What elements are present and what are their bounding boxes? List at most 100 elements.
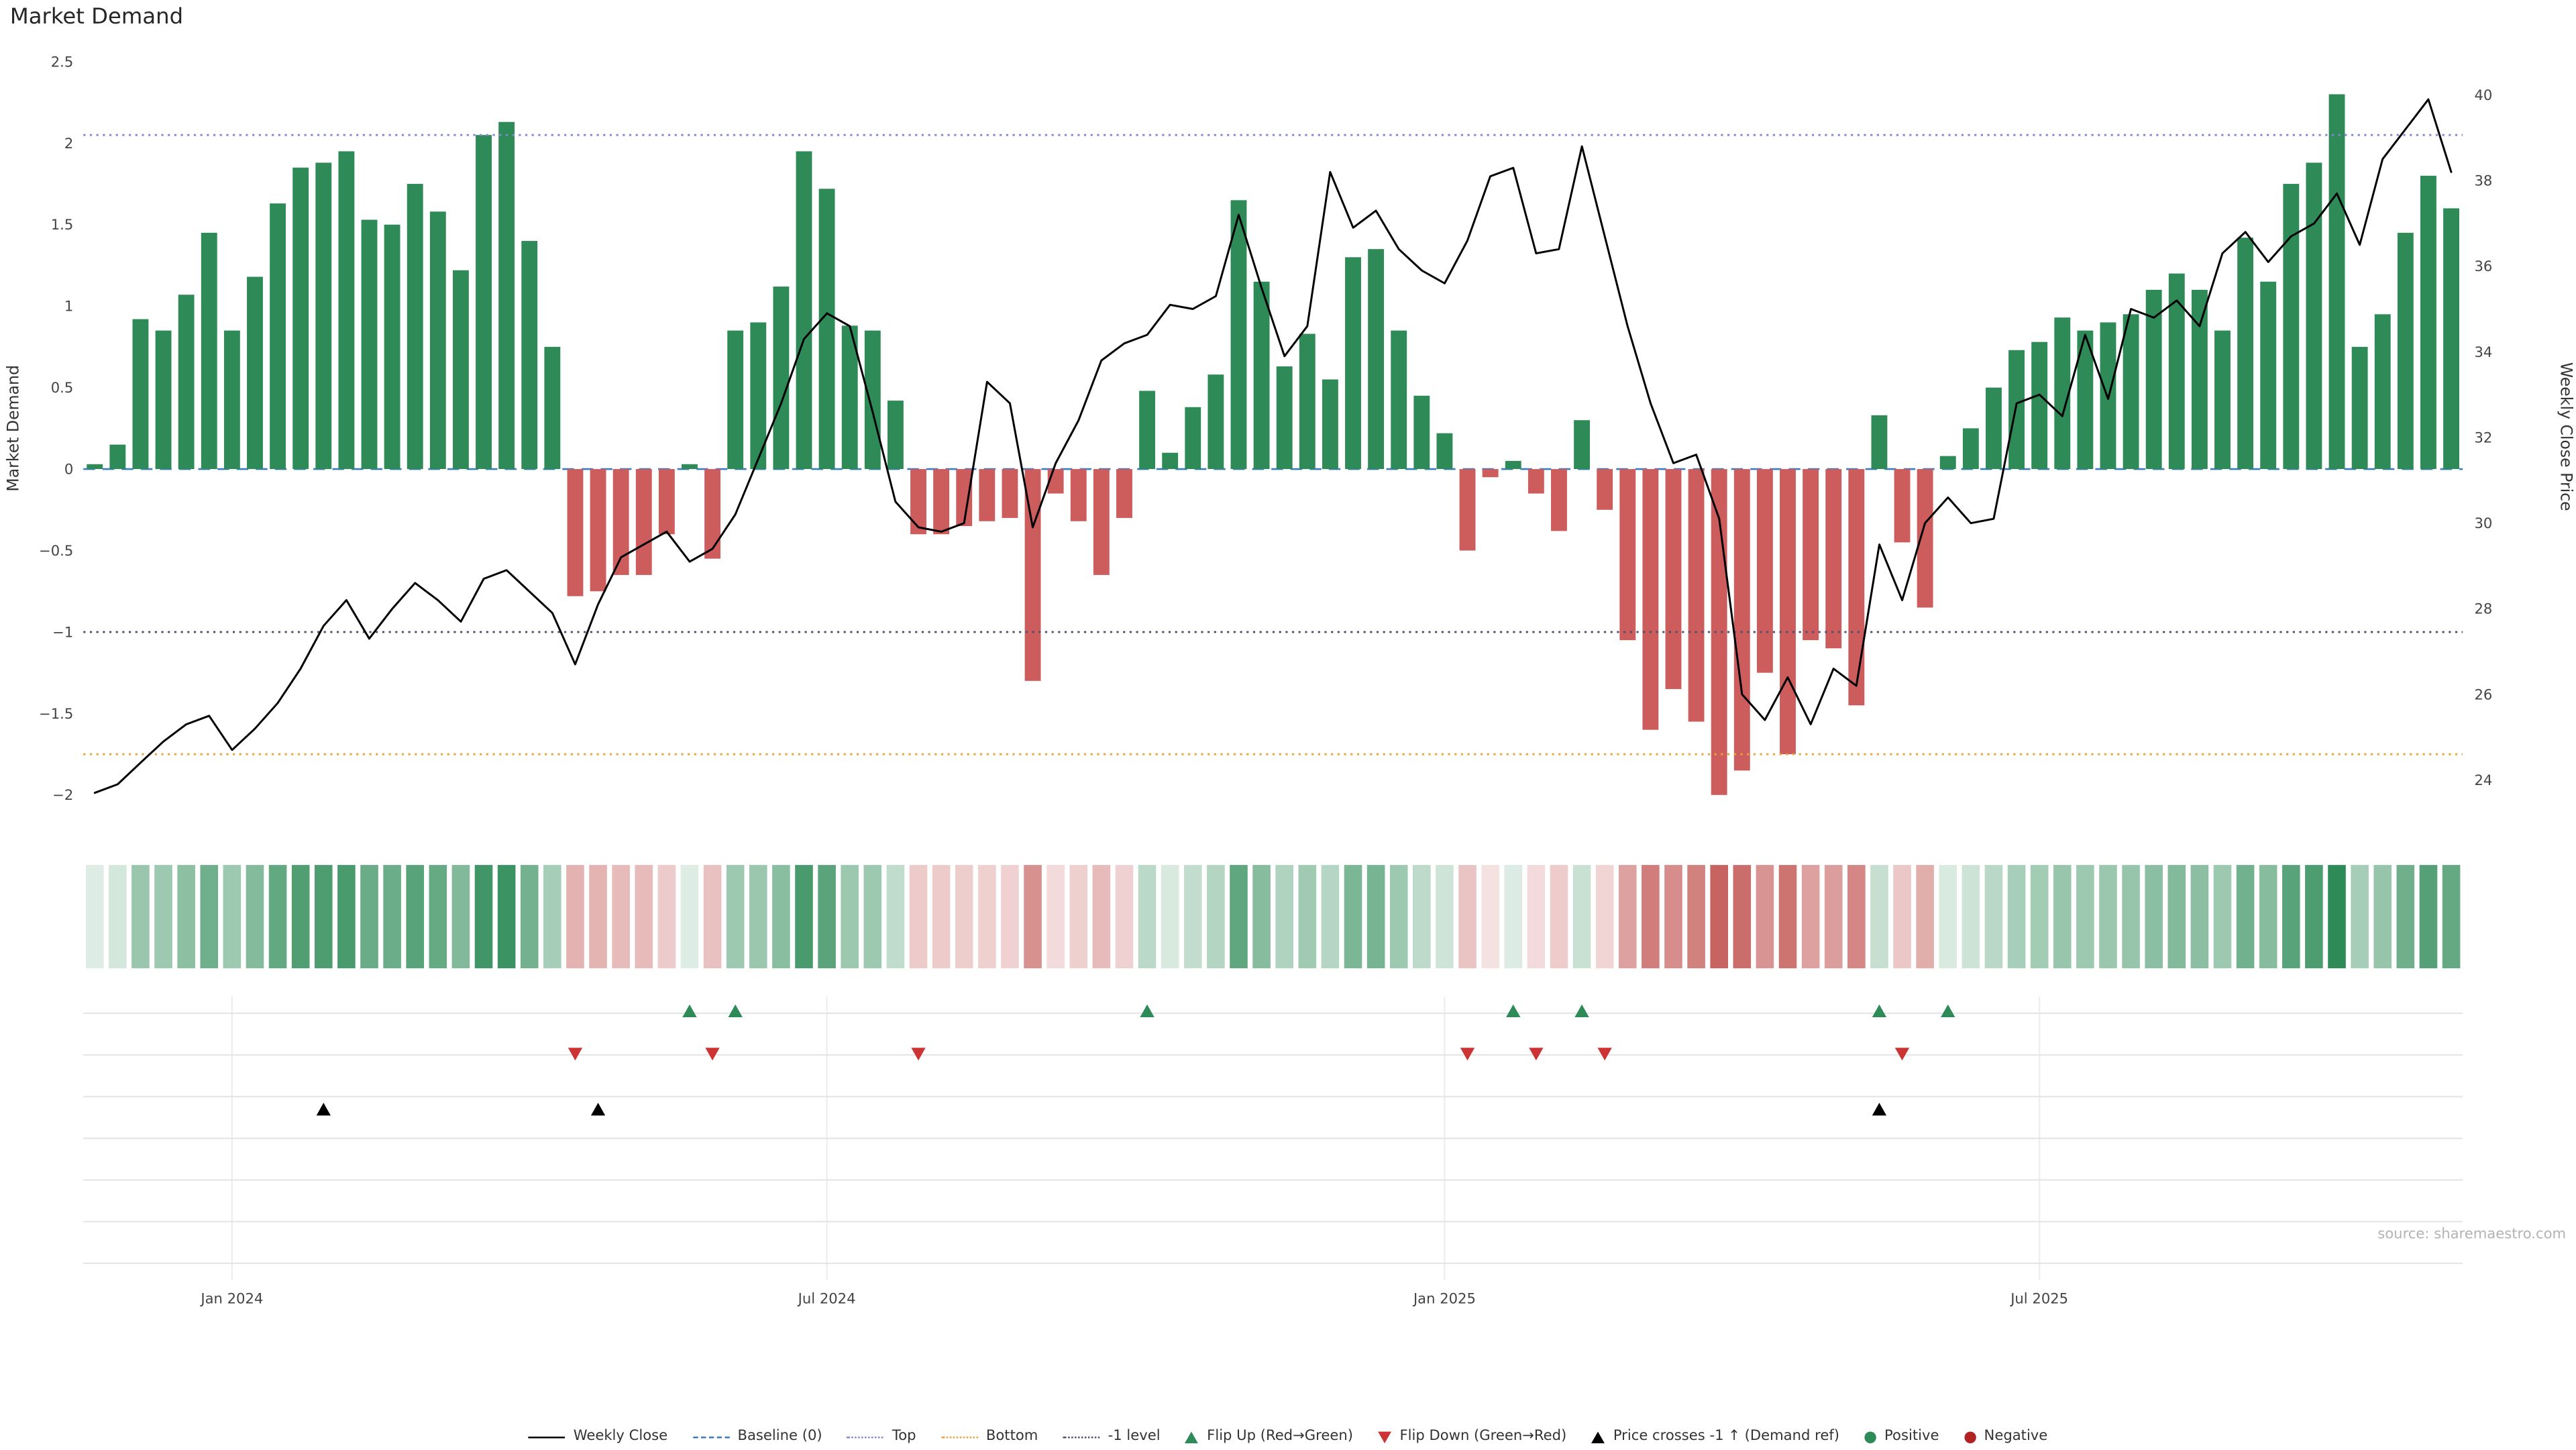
- left-axis-tick: 0: [64, 461, 73, 478]
- legend-item: Bottom: [941, 1429, 1038, 1445]
- heatmap-cell: [1183, 865, 1202, 969]
- legend-dotted-icon: [847, 1435, 884, 1438]
- demand-bars: [87, 94, 2459, 795]
- price-cross-marker: [590, 1102, 606, 1116]
- heatmap-cell: [337, 865, 356, 969]
- demand-bar-negative: [567, 469, 584, 597]
- demand-bar-negative: [1024, 469, 1041, 681]
- heatmap-cell: [360, 865, 378, 969]
- legend-dot-icon: [1864, 1431, 1876, 1443]
- demand-bar-positive: [2054, 317, 2071, 470]
- heatmap-cell: [703, 865, 722, 969]
- heatmap-cell: [1984, 865, 2003, 969]
- heatmap-cell: [1618, 865, 1637, 969]
- flip-down-marker: [568, 1047, 583, 1061]
- legend-dotted-icon: [941, 1435, 978, 1438]
- demand-bar-positive: [864, 330, 881, 470]
- heatmap-cell: [1389, 865, 1408, 969]
- heatmap-cell: [2373, 865, 2392, 969]
- price-cross-marker: [1872, 1102, 1887, 1116]
- heatmap-cell: [1527, 865, 1546, 969]
- demand-bar-positive: [796, 151, 812, 470]
- demand-bar-positive: [384, 224, 400, 470]
- heatmap-cell: [2122, 865, 2140, 969]
- legend-label: Baseline (0): [737, 1428, 822, 1445]
- heatmap-cell: [223, 865, 241, 969]
- demand-bar-positive: [2123, 314, 2139, 470]
- demand-bar-negative: [1070, 469, 1087, 521]
- demand-bar-positive: [887, 401, 904, 470]
- demand-bar-negative: [1733, 469, 1750, 771]
- demand-bar-negative: [635, 469, 652, 575]
- demand-bar-positive: [1436, 433, 1453, 470]
- heatmap-cell: [131, 865, 150, 969]
- flip-down-marker: [1894, 1047, 1910, 1061]
- flip-up-marker: [728, 1004, 743, 1018]
- heatmap-cell: [2328, 865, 2346, 969]
- demand-bar-positive: [2283, 184, 2300, 470]
- legend-item: Negative: [1964, 1429, 2047, 1445]
- heatmap-cell: [1024, 865, 1042, 969]
- legend-item: Flip Up (Red→Green): [1185, 1429, 1353, 1445]
- right-axis-tick: 40: [2474, 87, 2492, 103]
- legend-dotted-icon: [1063, 1435, 1100, 1438]
- demand-bar-positive: [727, 330, 744, 470]
- flip-up-marker: [1140, 1004, 1155, 1018]
- legend-item: Positive: [1864, 1429, 1939, 1445]
- legend-tri-up-icon: [1185, 1431, 1199, 1443]
- demand-bar-negative: [1459, 469, 1476, 551]
- heatmap-cell: [2419, 865, 2438, 969]
- heatmap-cell: [863, 865, 882, 969]
- heatmap-cell: [429, 865, 447, 969]
- heatmap-cell: [1595, 865, 1614, 969]
- flip-up-marker: [1574, 1004, 1589, 1018]
- heatmap-cell: [1572, 865, 1591, 969]
- left-axis-tick: 0.5: [51, 379, 74, 396]
- demand-bar-negative: [910, 469, 926, 535]
- legend-label: Weekly Close: [573, 1428, 668, 1445]
- legend-tri-down-icon: [1378, 1431, 1392, 1443]
- demand-bar-positive: [818, 189, 835, 470]
- heatmap-cell: [1092, 865, 1111, 969]
- heatmap-cell: [1733, 865, 1752, 969]
- demand-bar-positive: [2214, 330, 2231, 470]
- demand-bar-positive: [1230, 200, 1247, 470]
- demand-bar-positive: [2145, 289, 2162, 470]
- heatmap-cell: [451, 865, 470, 969]
- heatmap-cell: [1778, 865, 1797, 969]
- demand-bar-positive: [1208, 374, 1224, 470]
- event-markers: [316, 1004, 1955, 1116]
- left-axis-tick: −1.5: [39, 705, 73, 722]
- x-axis-tick: Jul 2025: [2009, 1290, 2068, 1306]
- right-axis-title: Weekly Close Price: [2557, 362, 2576, 511]
- demand-bar-positive: [1276, 366, 1293, 470]
- demand-bar-positive: [87, 464, 103, 470]
- heatmap-cell: [1275, 865, 1293, 969]
- legend-label: Top: [892, 1428, 916, 1445]
- demand-bar-positive: [1322, 379, 1338, 470]
- legend-label: -1 level: [1108, 1428, 1161, 1445]
- demand-bar-positive: [361, 219, 378, 470]
- demand-bar-negative: [1093, 469, 1110, 575]
- demand-bar-positive: [2077, 330, 2094, 470]
- legend-item: Baseline (0): [692, 1429, 822, 1445]
- heatmap-cell: [886, 865, 905, 969]
- demand-bar-positive: [1939, 456, 1956, 470]
- demand-bar-positive: [841, 325, 858, 470]
- flip-up-marker: [1872, 1004, 1887, 1018]
- demand-bar-negative: [956, 469, 973, 527]
- demand-bar-positive: [223, 330, 240, 470]
- heatmap-cell: [909, 865, 928, 969]
- heatmap-cell: [85, 865, 104, 969]
- weekly-close-line: [93, 98, 2453, 794]
- demand-bar-negative: [1002, 469, 1018, 518]
- right-axis-tick: 32: [2474, 429, 2492, 446]
- heatmap-cell: [1001, 865, 1019, 969]
- demand-bar-negative: [612, 469, 629, 575]
- flip-down-marker: [1597, 1047, 1612, 1061]
- demand-bar-positive: [1299, 333, 1316, 470]
- demand-bar-positive: [544, 346, 561, 470]
- legend-label: Flip Down (Green→Red): [1399, 1428, 1567, 1445]
- heatmap-cell: [1046, 865, 1065, 969]
- demand-bar-positive: [2443, 208, 2459, 470]
